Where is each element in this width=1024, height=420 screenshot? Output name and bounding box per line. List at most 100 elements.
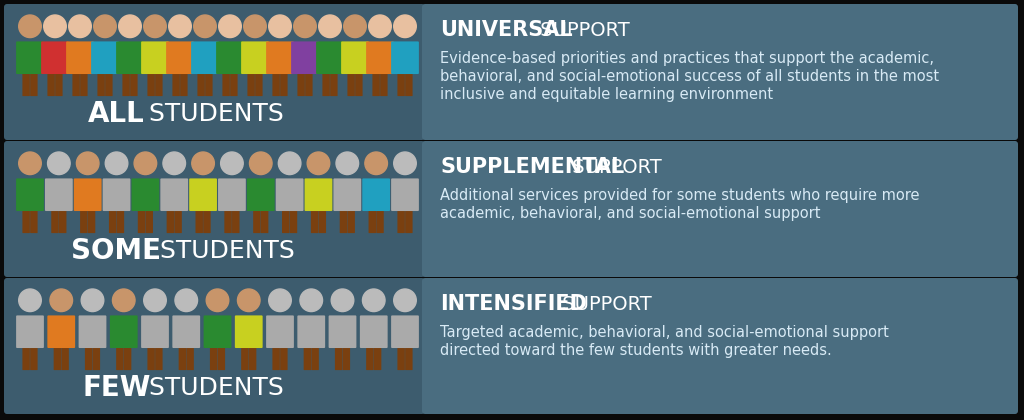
FancyBboxPatch shape <box>347 210 355 233</box>
FancyBboxPatch shape <box>16 315 44 348</box>
FancyBboxPatch shape <box>124 346 131 370</box>
FancyBboxPatch shape <box>178 346 186 370</box>
FancyBboxPatch shape <box>61 346 69 370</box>
FancyBboxPatch shape <box>224 210 231 233</box>
FancyBboxPatch shape <box>422 4 1018 140</box>
FancyBboxPatch shape <box>373 73 380 96</box>
Circle shape <box>344 15 367 37</box>
FancyBboxPatch shape <box>305 73 312 96</box>
FancyBboxPatch shape <box>247 178 274 211</box>
Text: UNIVERSAL: UNIVERSAL <box>440 21 572 40</box>
Circle shape <box>393 152 417 175</box>
FancyBboxPatch shape <box>145 210 153 233</box>
FancyBboxPatch shape <box>172 315 200 348</box>
FancyBboxPatch shape <box>4 278 425 414</box>
Text: ALL: ALL <box>88 100 144 128</box>
FancyBboxPatch shape <box>210 346 217 370</box>
Circle shape <box>143 289 166 312</box>
FancyBboxPatch shape <box>397 210 404 233</box>
FancyBboxPatch shape <box>347 73 355 96</box>
FancyBboxPatch shape <box>241 42 269 74</box>
Text: directed toward the few students with greater needs.: directed toward the few students with gr… <box>440 343 831 358</box>
FancyBboxPatch shape <box>311 346 318 370</box>
FancyBboxPatch shape <box>110 315 137 348</box>
FancyBboxPatch shape <box>422 278 1018 414</box>
Text: STUDENTS: STUDENTS <box>141 375 284 399</box>
Circle shape <box>47 152 70 175</box>
FancyBboxPatch shape <box>422 141 1018 277</box>
Circle shape <box>219 15 242 37</box>
Text: Targeted academic, behavioral, and social-emotional support: Targeted academic, behavioral, and socia… <box>440 325 889 340</box>
FancyBboxPatch shape <box>166 42 194 74</box>
FancyBboxPatch shape <box>4 141 425 277</box>
Text: SUPPORT: SUPPORT <box>535 21 630 40</box>
FancyBboxPatch shape <box>186 346 194 370</box>
FancyBboxPatch shape <box>141 315 169 348</box>
FancyBboxPatch shape <box>369 210 376 233</box>
FancyBboxPatch shape <box>304 178 333 211</box>
FancyBboxPatch shape <box>367 42 394 74</box>
FancyBboxPatch shape <box>232 210 240 233</box>
FancyBboxPatch shape <box>55 73 62 96</box>
FancyBboxPatch shape <box>291 42 318 74</box>
Circle shape <box>143 15 166 37</box>
FancyBboxPatch shape <box>340 210 347 233</box>
Text: behavioral, and social-emotional success of all students in the most: behavioral, and social-emotional success… <box>440 69 939 84</box>
Text: SUPPORT: SUPPORT <box>555 295 651 314</box>
FancyBboxPatch shape <box>16 178 44 211</box>
Circle shape <box>113 289 135 312</box>
FancyBboxPatch shape <box>16 42 44 74</box>
FancyBboxPatch shape <box>341 42 369 74</box>
FancyBboxPatch shape <box>131 178 160 211</box>
FancyBboxPatch shape <box>281 73 288 96</box>
FancyBboxPatch shape <box>198 73 205 96</box>
Circle shape <box>238 289 260 312</box>
FancyBboxPatch shape <box>196 210 203 233</box>
FancyBboxPatch shape <box>138 210 145 233</box>
Circle shape <box>307 152 330 175</box>
FancyBboxPatch shape <box>47 315 75 348</box>
FancyBboxPatch shape <box>205 73 213 96</box>
FancyBboxPatch shape <box>343 346 350 370</box>
FancyBboxPatch shape <box>397 73 404 96</box>
Circle shape <box>105 152 128 175</box>
Circle shape <box>18 15 41 37</box>
FancyBboxPatch shape <box>311 210 318 233</box>
Text: FEW: FEW <box>82 374 151 402</box>
FancyBboxPatch shape <box>266 42 294 74</box>
FancyBboxPatch shape <box>282 210 290 233</box>
FancyBboxPatch shape <box>362 178 390 211</box>
Circle shape <box>94 15 117 37</box>
FancyBboxPatch shape <box>374 346 381 370</box>
FancyBboxPatch shape <box>290 210 297 233</box>
FancyBboxPatch shape <box>156 73 163 96</box>
Text: INTENSIFIED: INTENSIFIED <box>440 294 587 315</box>
FancyBboxPatch shape <box>23 73 30 96</box>
FancyBboxPatch shape <box>167 210 174 233</box>
FancyBboxPatch shape <box>141 42 169 74</box>
FancyBboxPatch shape <box>391 42 419 74</box>
Text: SOME: SOME <box>72 236 161 265</box>
FancyBboxPatch shape <box>281 346 288 370</box>
Circle shape <box>134 152 157 175</box>
FancyBboxPatch shape <box>51 210 58 233</box>
FancyBboxPatch shape <box>80 73 88 96</box>
FancyBboxPatch shape <box>23 210 30 233</box>
Circle shape <box>191 152 214 175</box>
Text: Additional services provided for some students who require more: Additional services provided for some st… <box>440 188 920 203</box>
Circle shape <box>369 15 391 37</box>
Circle shape <box>336 152 358 175</box>
Circle shape <box>44 15 67 37</box>
Circle shape <box>331 289 353 312</box>
Text: STUDENTS: STUDENTS <box>153 239 295 262</box>
FancyBboxPatch shape <box>261 210 268 233</box>
FancyBboxPatch shape <box>67 42 94 74</box>
FancyBboxPatch shape <box>316 42 344 74</box>
FancyBboxPatch shape <box>74 178 101 211</box>
FancyBboxPatch shape <box>92 346 100 370</box>
FancyBboxPatch shape <box>304 346 311 370</box>
FancyBboxPatch shape <box>147 346 155 370</box>
Circle shape <box>365 152 387 175</box>
FancyBboxPatch shape <box>41 42 69 74</box>
FancyBboxPatch shape <box>45 178 73 211</box>
